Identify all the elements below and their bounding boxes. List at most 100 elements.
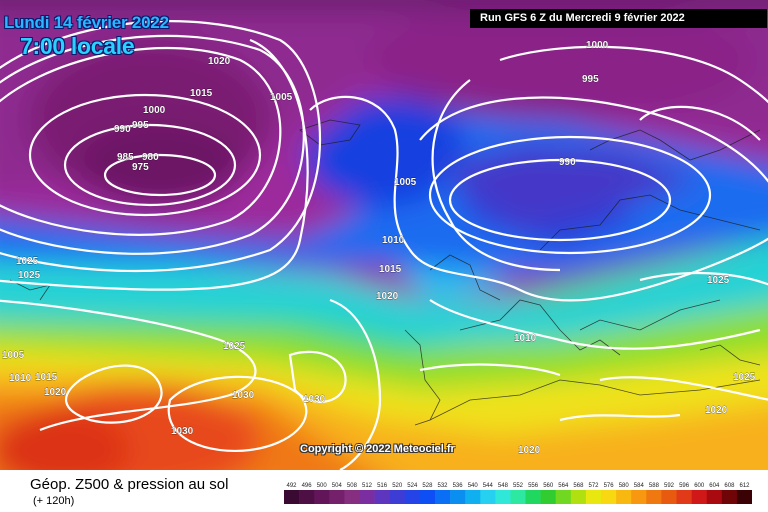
scale-tick-label: 520 (392, 483, 403, 489)
scale-tick-label: 596 (679, 483, 690, 489)
scale-swatch (570, 490, 587, 504)
isobars (0, 20, 768, 470)
forecast-date: Lundi 14 février 2022 (4, 13, 169, 32)
isobar-label: 985 (117, 152, 134, 163)
scale-swatch (585, 490, 602, 504)
isobar-label: 1000 (143, 105, 166, 116)
scale-tick-label: 532 (437, 483, 448, 489)
scale-swatch (359, 490, 375, 504)
isobar-label: 1015 (379, 264, 402, 275)
scale-tick-label: 604 (709, 483, 720, 489)
isobar-label: 1000 (586, 40, 609, 51)
scale-tick-label: 588 (649, 483, 660, 489)
scale-tick-label: 576 (604, 483, 615, 489)
scale-swatch (510, 490, 526, 504)
scale-tick-label: 564 (558, 483, 569, 489)
scale-swatch (601, 490, 617, 504)
isobar-label: 1025 (707, 275, 730, 286)
scale-swatch (495, 490, 511, 504)
scale-swatch (450, 490, 466, 504)
scale-swatch (389, 490, 406, 504)
color-scale: 492 496 500 504 508 512 516 520 524 528 532 536 540 5… (284, 483, 752, 504)
scale-swatch (465, 490, 481, 504)
isobar-label: 1025 (18, 270, 41, 281)
isobar-label: 1015 (190, 88, 213, 99)
scale-tick-label: 560 (543, 483, 554, 489)
copyright-notice: Copyright © 2022 Meteociel.fr (300, 443, 455, 455)
scale-tick-label: 492 (286, 483, 297, 489)
scale-tick-label: 496 (302, 483, 313, 489)
isobar-label: 1020 (518, 445, 541, 456)
scale-swatch (435, 490, 451, 504)
scale-tick-label: 512 (362, 483, 373, 489)
scale-tick-label: 556 (528, 483, 539, 489)
scale-swatch (691, 490, 707, 504)
scale-tick-label: 572 (588, 483, 599, 489)
isobar-label: 995 (132, 120, 149, 131)
isobar-label: 1010 (514, 333, 537, 344)
isobar-label: 1030 (303, 394, 326, 405)
scale-swatch (314, 490, 330, 504)
isobar-label: 975 (132, 162, 149, 173)
scale-swatch (661, 490, 677, 504)
scale-swatch (555, 490, 572, 504)
isobar-label: 1025 (223, 341, 246, 352)
scale-swatch (676, 490, 692, 504)
isobar-label: 1005 (394, 177, 417, 188)
isobar-label: 1010 (382, 235, 405, 246)
scale-tick-label: 608 (724, 483, 735, 489)
model-run-label: Run GFS 6 Z du Mercredi 9 février 2022 (470, 9, 767, 28)
forecast-time: 7:00 locale (20, 33, 135, 59)
isobar-label: 1025 (733, 372, 756, 383)
map-title: Géop. Z500 & pression au sol (30, 476, 229, 493)
scale-tick-label: 568 (573, 483, 584, 489)
scale-swatch (419, 490, 436, 504)
isobar-label: 1020 (376, 291, 399, 302)
scale-swatch (631, 490, 647, 504)
isobar-label: 1020 (208, 56, 231, 67)
scale-swatch (736, 490, 752, 504)
isobar-label: 1015 (35, 372, 58, 383)
isobar-label: 1030 (171, 426, 194, 437)
isobar-label: 990 (114, 124, 131, 135)
forecast-lead-time: (+ 120h) (33, 495, 75, 507)
isobar-label: 1005 (270, 92, 293, 103)
forecast-map: 1020 1015 1005 1000 995 990 985 980 975 … (0, 0, 768, 470)
scale-tick-label: 504 (332, 483, 343, 489)
scale-tick-label: 552 (513, 483, 524, 489)
scale-swatch (404, 490, 421, 504)
scale-tick-label: 592 (664, 483, 675, 489)
scale-tick-label: 500 (317, 483, 328, 489)
scale-swatch (706, 490, 723, 504)
isobar-label: 1005 (2, 350, 25, 361)
isobar-label: 980 (142, 152, 159, 163)
scale-swatch (616, 490, 632, 504)
scale-swatch (344, 490, 360, 504)
scale-tick-label: 524 (407, 483, 418, 489)
scale-swatch (374, 490, 390, 504)
isobar-labels: 1020 1015 1005 1000 995 990 985 980 975 … (2, 40, 756, 456)
scale-swatch (329, 490, 345, 504)
scale-tick-label: 508 (347, 483, 358, 489)
scale-tick-label: 612 (739, 483, 750, 489)
scale-tick-label: 580 (619, 483, 630, 489)
isobar-label: 1025 (16, 256, 39, 267)
isobar-label: 1020 (705, 405, 728, 416)
isobar-label: 1020 (44, 387, 67, 398)
scale-tick-label: 548 (498, 483, 509, 489)
scale-tick-label: 544 (483, 483, 494, 489)
isobar-label: 1010 (9, 373, 32, 384)
scale-swatch (480, 490, 496, 504)
scale-swatch (646, 490, 662, 504)
scale-swatch (284, 490, 300, 504)
isobar-label: 990 (559, 157, 576, 168)
scale-tick-label: 584 (634, 483, 645, 489)
scale-swatch (540, 490, 556, 504)
scale-swatch (525, 490, 541, 504)
scale-tick-label: 516 (377, 483, 388, 489)
scale-swatch (721, 490, 738, 504)
coastlines (9, 119, 761, 426)
isobar-label: 1030 (232, 390, 255, 401)
scale-swatch (299, 490, 315, 504)
